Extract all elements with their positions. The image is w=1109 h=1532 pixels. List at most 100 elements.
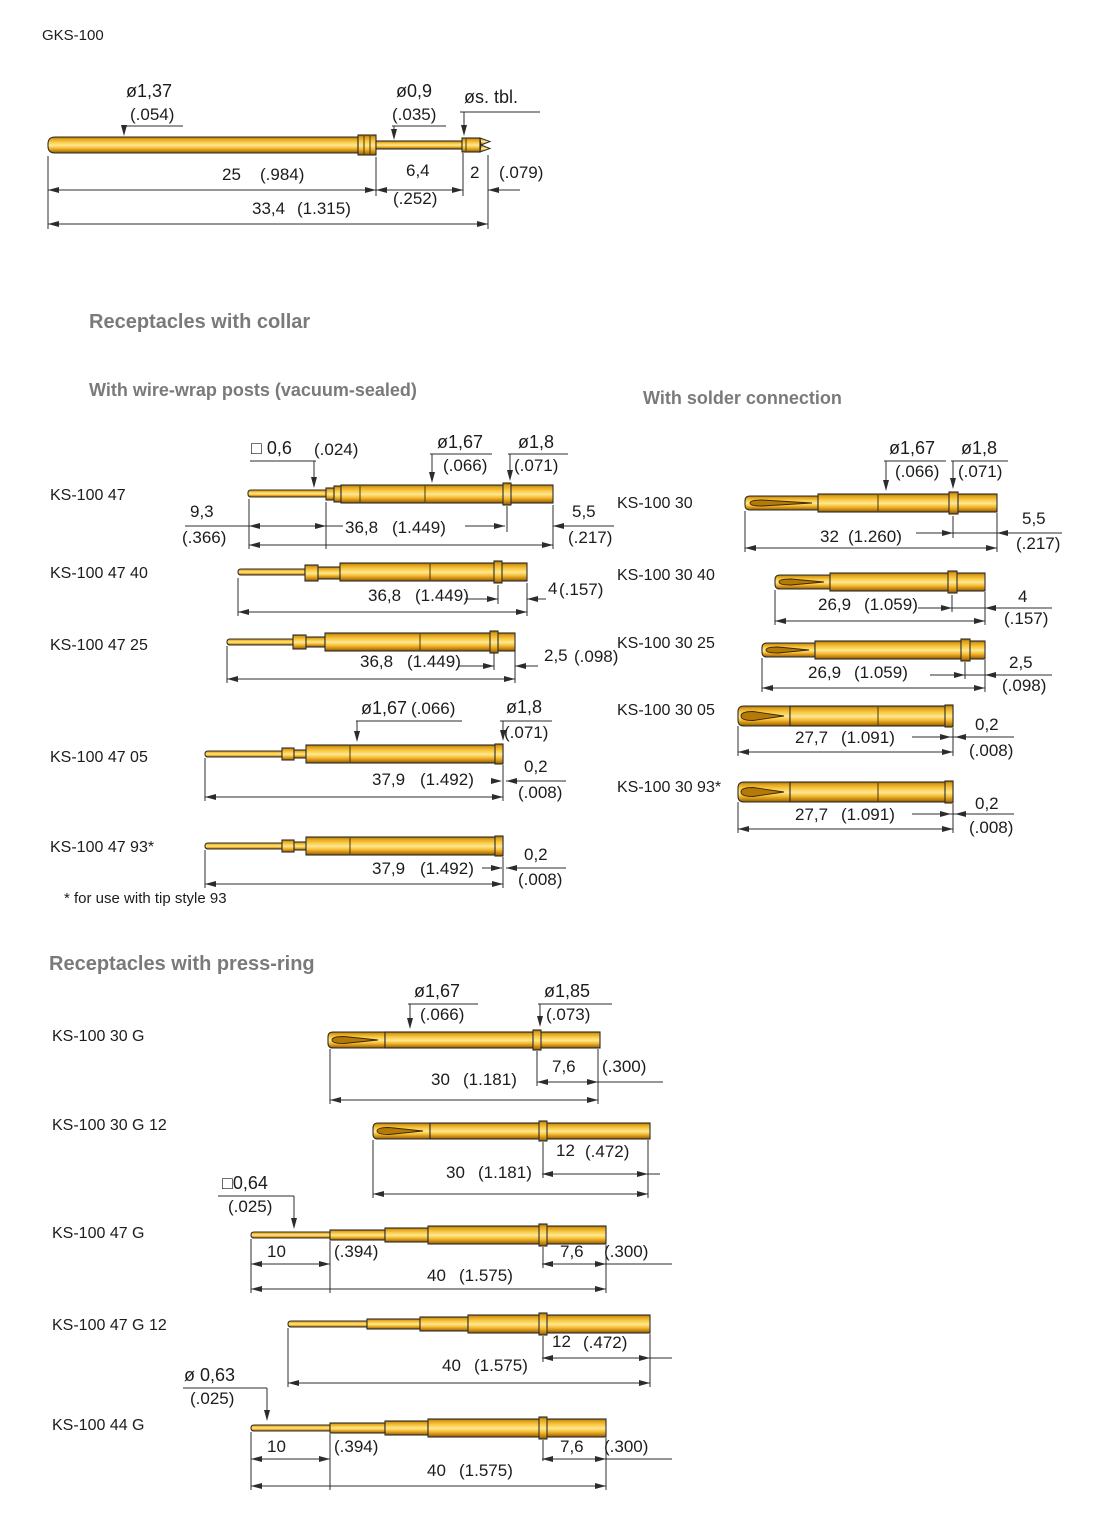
dim-diameter-mm: ø0,9 [396, 81, 433, 101]
dim-tail-inch: (.098) [1002, 676, 1047, 695]
dim-diameter-mm: ø1,8 [961, 438, 998, 458]
dim-body-inch: (1.091) [841, 805, 895, 824]
subsection-heading-solder: With solder connection [643, 388, 842, 408]
dim-body-mm: 30 [431, 1070, 450, 1089]
probe-drawing-ks-100-47-g [218, 1195, 672, 1293]
probe-drawing-ks-100-30-g-12 [372, 1120, 660, 1198]
dim-length-inch: (.252) [393, 189, 438, 208]
dim-tail-inch: (.008) [518, 783, 563, 802]
dim-body-inch: (1.492) [420, 859, 474, 878]
probe-series-title: GKS-100 [42, 27, 104, 44]
dim-tail-mm: 0,2 [524, 845, 548, 864]
dim-diameter-mm: ø1,37 [126, 81, 173, 101]
dim-tail-mm: 2,5 [544, 646, 568, 665]
dim-tail-inch: (.300) [604, 1242, 649, 1261]
dim-post-inch: (.366) [182, 528, 227, 547]
dim-diameter-mm: ø1,67 [437, 432, 484, 452]
row-label: KS-100 47 40 [50, 565, 148, 582]
dim-body-mm: 36,8 [345, 518, 379, 537]
dim-diameter-mm: ø1,8 [518, 432, 555, 452]
dim-diameter-inch: (.066) [443, 456, 488, 475]
dim-body-inch: (1.575) [474, 1356, 528, 1375]
probe-drawing-ks-100-30 [744, 460, 1062, 552]
dim-tail-mm: 7,6 [560, 1437, 584, 1456]
dim-tail-mm: 12 [556, 1141, 575, 1160]
probe-drawing-ks-100-44-g [183, 1387, 672, 1490]
probe-drawing-gks-100 [47, 111, 540, 229]
dim-body-inch: (1.492) [420, 770, 474, 789]
dim-tail-inch: (.217) [568, 528, 613, 547]
dim-length-inch: (.984) [260, 165, 305, 184]
dim-length-inch: (.079) [499, 163, 544, 182]
row-label: KS-100 30 [617, 495, 693, 512]
dim-diameter-inch: (.025) [190, 1389, 235, 1408]
dim-tail-inch: (.472) [585, 1142, 630, 1161]
dim-diameter-inch: (.054) [130, 105, 175, 124]
dim-tail-mm: 12 [552, 1332, 571, 1351]
section-heading-pressring: Receptacles with press-ring [49, 953, 315, 975]
dim-body-mm: 30 [446, 1163, 465, 1182]
dim-length-mm: 25 [222, 165, 241, 184]
dim-body-inch: (1.449) [415, 586, 469, 605]
row-label: KS-100 30 93* [617, 779, 722, 796]
row-label: KS-100 30 25 [617, 635, 715, 652]
dim-post-mm: 9,3 [190, 502, 214, 521]
dim-tail-inch: (.008) [969, 741, 1014, 760]
dim-diameter-mm: ø 0,63 [184, 1365, 236, 1385]
dim-diameter-mm: ø1,67 [361, 698, 408, 718]
dim-tip-table: øs. tbl. [464, 87, 519, 107]
footnote: * for use with tip style 93 [64, 890, 227, 907]
dim-diameter-inch: (.073) [546, 1005, 591, 1024]
dim-square-inch: (.024) [314, 440, 359, 459]
dim-tail-mm: 4 [1018, 587, 1028, 606]
dim-diameter-inch: (.071) [514, 456, 559, 475]
dim-tail-inch: (.217) [1016, 534, 1061, 553]
probe-drawing-ks-100-47-40 [237, 560, 546, 616]
dim-tail-mm: 2,5 [1009, 653, 1033, 672]
dim-tail-inch: (.300) [602, 1057, 647, 1076]
row-label: KS-100 47 93* [50, 839, 155, 856]
row-label: KS-100 47 G 12 [52, 1317, 167, 1334]
row-label: KS-100 30 G [52, 1028, 145, 1045]
row-label: KS-100 47 25 [50, 637, 148, 654]
row-label: KS-100 30 40 [617, 567, 715, 584]
section-heading-collar: Receptacles with collar [89, 311, 311, 333]
dim-tail-inch: (.098) [574, 647, 619, 666]
probe-drawing-ks-100-47-g-12 [287, 1312, 672, 1387]
dim-tail-inch: (.300) [604, 1437, 649, 1456]
row-label: KS-100 47 05 [50, 749, 148, 766]
dim-tail-mm: 4 [548, 579, 558, 598]
dim-diameter-inch: (.066) [420, 1005, 465, 1024]
dim-square-inch: (.025) [228, 1197, 273, 1216]
dim-total-mm: 33,4 [252, 199, 286, 218]
dim-tail-inch: (.472) [583, 1333, 628, 1352]
dim-tail-mm: 0,2 [975, 794, 999, 813]
dim-diameter-inch: (.071) [504, 723, 549, 742]
dim-body-mm: 27,7 [795, 805, 829, 824]
probe-drawing-ks-100-47 [185, 453, 614, 549]
dim-body-inch: (1.575) [459, 1461, 513, 1480]
dim-diameter-mm: ø1,67 [414, 981, 461, 1001]
probe-drawing-ks-100-47-05 [204, 720, 566, 801]
dim-body-inch: (1.181) [478, 1163, 532, 1182]
dim-body-mm: 36,8 [360, 652, 394, 671]
probe-drawing-ks-100-30-25 [761, 638, 1052, 692]
dim-body-mm: 40 [442, 1356, 461, 1375]
dim-diameter-inch: (.035) [392, 105, 437, 124]
dim-body-mm: 26,9 [808, 663, 842, 682]
dim-tail-inch: (.157) [559, 580, 604, 599]
dim-body-mm: 40 [427, 1461, 446, 1480]
dim-body-inch: (1.091) [841, 728, 895, 747]
dim-body-mm: 40 [427, 1266, 446, 1285]
dim-diameter-mm: ø1,85 [544, 981, 591, 1001]
dim-body-mm: 37,9 [372, 770, 406, 789]
probe-drawing-ks-100-47-93 [204, 835, 566, 888]
dim-length-mm: 6,4 [406, 161, 430, 180]
subsection-heading-wirewrap: With wire-wrap posts (vacuum-sealed) [89, 380, 417, 400]
probe-drawing-ks-100-30-93 [737, 780, 1014, 833]
dim-post-inch: (.394) [334, 1242, 379, 1261]
dim-body-mm: 37,9 [372, 859, 406, 878]
dim-tail-mm: 7,6 [560, 1242, 584, 1261]
dim-diameter-inch: (.066) [411, 699, 456, 718]
